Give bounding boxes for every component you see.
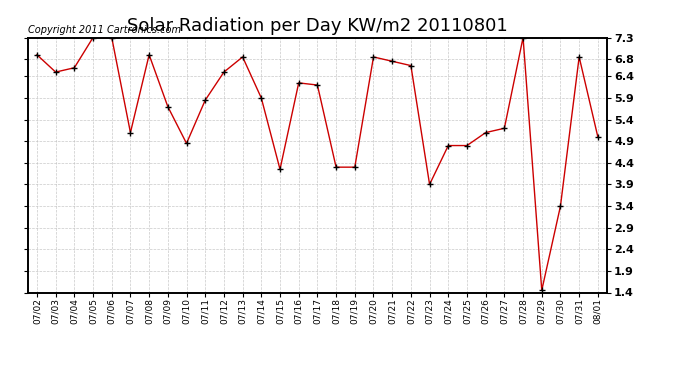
- Title: Solar Radiation per Day KW/m2 20110801: Solar Radiation per Day KW/m2 20110801: [127, 16, 508, 34]
- Text: Copyright 2011 Cartronics.com: Copyright 2011 Cartronics.com: [28, 25, 181, 35]
